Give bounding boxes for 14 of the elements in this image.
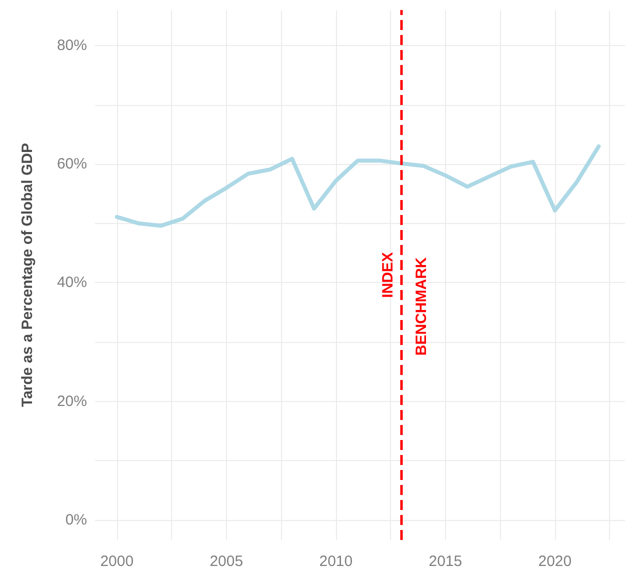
y-tick-label: 20% [56,392,87,410]
y-tick-label: 60% [56,156,87,173]
y-tick-label: 0% [65,511,87,528]
ref-line-label: INDEX [380,252,397,298]
y-axis-title: Tarde as a Percentage of Global GDP [19,143,36,407]
y-tick-label: 80% [56,37,87,54]
y-tick-label: 40% [56,274,87,292]
x-tick-label: 2000 [100,553,134,570]
line-series [114,144,601,228]
x-tick-label: 2015 [428,553,462,570]
x-tick-label: 2005 [210,553,244,570]
x-tick-label: 2020 [538,553,572,570]
annotation: BENCHMARK [413,257,430,356]
x-tick-label: 2010 [319,553,353,570]
